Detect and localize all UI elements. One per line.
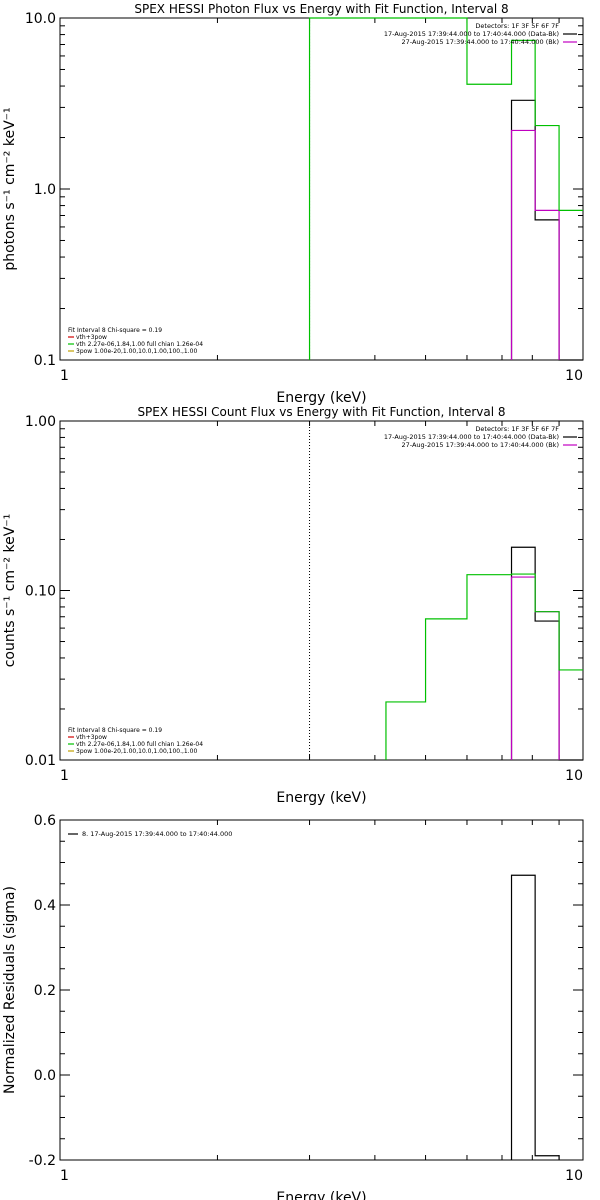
legend-right-text-1: Detectors: 1F 3F 5F 6F 7F — [475, 425, 559, 433]
chart-title-0: SPEX HESSI Photon Flux vs Energy with Fi… — [134, 2, 508, 16]
series-line-0-2 — [308, 17, 583, 360]
legend-left-text-1: 3pow 1.00e-20,1.00,10.0,1.00,100.,1.00 — [76, 748, 197, 755]
y-axis-label-0: photons s⁻¹ cm⁻² keV⁻¹ — [2, 107, 18, 270]
legend-right-text-1: 27-Aug-2015 17:39:44.000 to 17:40:44.000… — [402, 441, 559, 449]
y-tick-label-2: 0.2 — [34, 983, 56, 999]
series-line-0-1 — [510, 129, 560, 360]
y-axis-label-1: counts s⁻¹ cm⁻² keV⁻¹ — [2, 514, 18, 668]
plot-frame-2 — [59, 819, 584, 1161]
legend-left-text-1: vth 2.27e-06,1.84,1.00 full chian 1.26e-… — [76, 741, 203, 748]
plot-frame-0 — [59, 17, 584, 361]
x-tick-label-0: 10 — [565, 368, 583, 384]
legend-right-text-1: 17-Aug-2015 17:39:44.000 to 17:40:44.000… — [384, 433, 559, 441]
x-tick-label-0: 1 — [60, 368, 69, 384]
series-line-1-2 — [385, 573, 583, 760]
legend-right-text-0: Detectors: 1F 3F 5F 6F 7F — [475, 22, 559, 30]
x-axis-label-2: Energy (keV) — [276, 1190, 366, 1200]
y-tick-label-1: 1.00 — [25, 414, 56, 430]
legend-left-text-0: vth 2.27e-06,1.84,1.00 full chian 1.26e-… — [76, 341, 203, 348]
x-tick-label-2: 10 — [565, 1168, 583, 1184]
series-line-2-0 — [510, 874, 560, 1160]
series-line-1-0 — [510, 546, 583, 761]
x-axis-label-1: Energy (keV) — [276, 790, 366, 806]
x-tick-label-1: 1 — [60, 768, 69, 784]
y-tick-label-2: 0.6 — [34, 813, 56, 829]
plot-frame-1 — [59, 420, 584, 761]
legend-left-text-2: 8. 17-Aug-2015 17:39:44.000 to 17:40:44.… — [82, 830, 232, 838]
legend-right-text-0: 17-Aug-2015 17:39:44.000 to 17:40:44.000… — [384, 30, 559, 38]
legend-left-text-1: vth+3pow — [76, 734, 107, 741]
legend-right-text-0: 27-Aug-2015 17:39:44.000 to 17:40:44.000… — [402, 38, 559, 46]
y-tick-label-2: -0.2 — [29, 1153, 56, 1169]
y-tick-label-1: 0.01 — [25, 753, 56, 769]
y-tick-label-0: 1.0 — [34, 182, 56, 198]
legend-left-text-0: vth+3pow — [76, 334, 107, 341]
legend-left-text-0: 3pow 1.00e-20,1.00,10.0,1.00,100.,1.00 — [76, 348, 197, 355]
legend-left-text-0: Fit Interval 8 Chi-square = 0.19 — [68, 327, 162, 334]
y-axis-label-2: Normalized Residuals (sigma) — [2, 886, 18, 1094]
series-line-0-0 — [510, 99, 583, 361]
y-tick-label-1: 0.10 — [25, 584, 56, 600]
legend-left-text-1: Fit Interval 8 Chi-square = 0.19 — [68, 727, 162, 734]
y-tick-label-0: 0.1 — [34, 353, 56, 369]
y-tick-label-2: 0.0 — [34, 1068, 56, 1084]
y-tick-label-0: 10.0 — [25, 11, 56, 27]
x-axis-label-0: Energy (keV) — [276, 390, 366, 406]
x-tick-label-1: 10 — [565, 768, 583, 784]
y-tick-label-2: 0.4 — [34, 898, 56, 914]
x-tick-label-2: 1 — [60, 1168, 69, 1184]
chart-title-1: SPEX HESSI Count Flux vs Energy with Fit… — [137, 405, 505, 419]
